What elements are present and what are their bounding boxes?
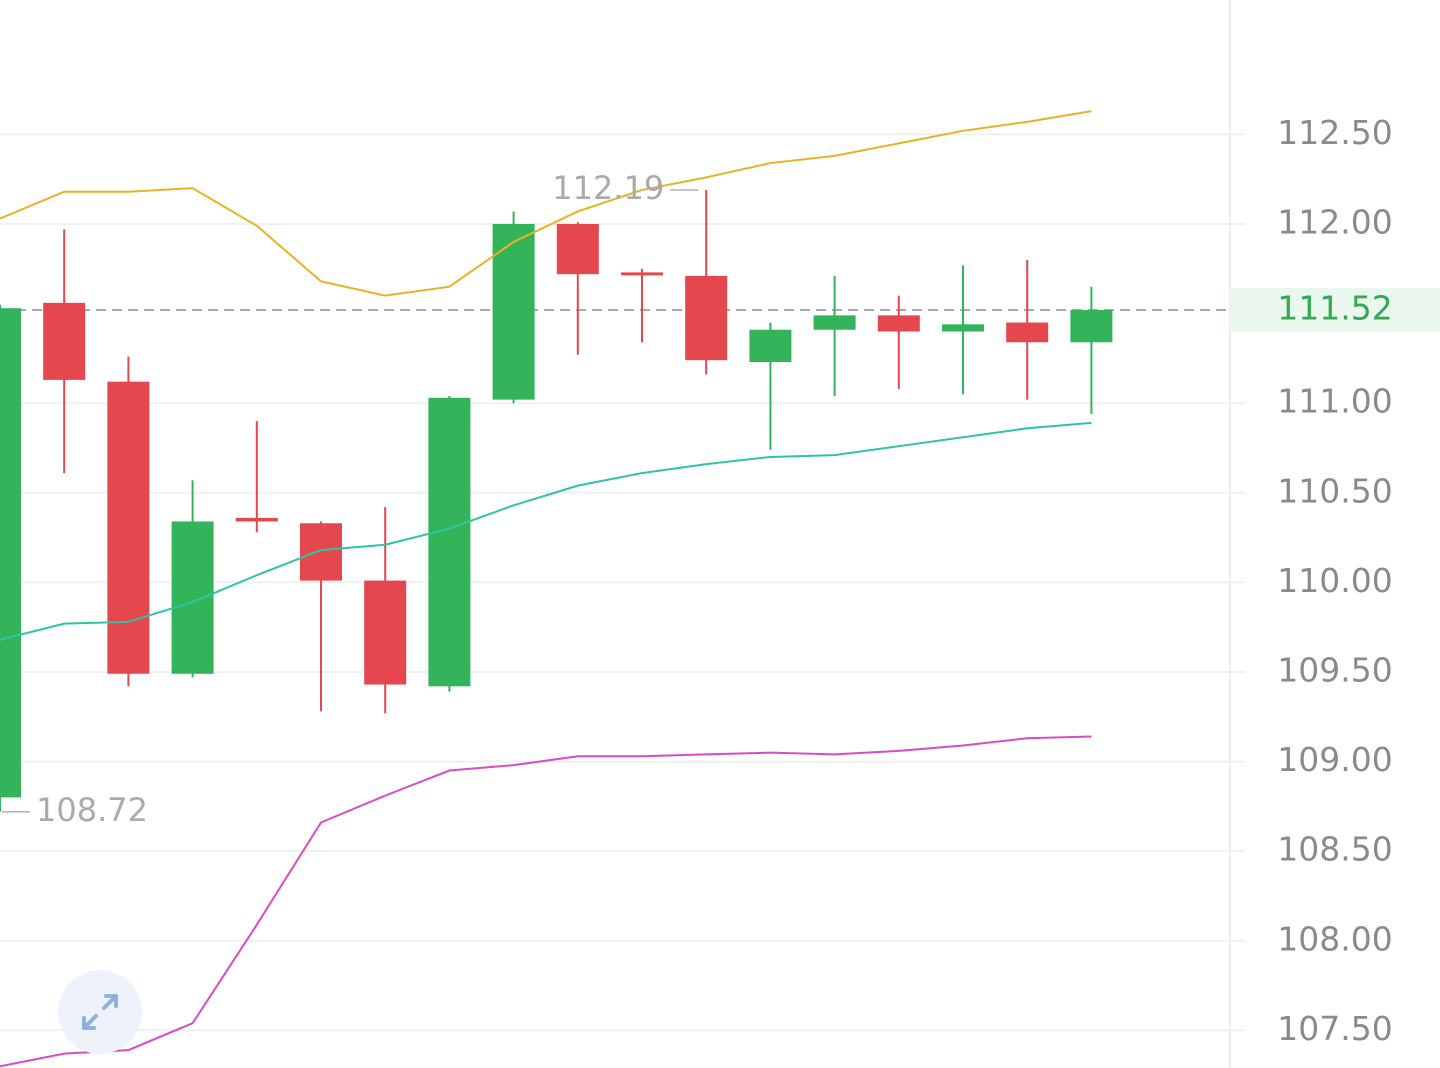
y-tick-label: 109.00: [1277, 740, 1392, 779]
candle-body: [877, 315, 920, 332]
candle-body: [621, 272, 663, 276]
candle-body: [235, 517, 278, 522]
max-label: 112.19: [552, 169, 664, 207]
expand-button-bg: [58, 970, 142, 1054]
candle-body: [428, 397, 471, 687]
y-tick-label: 108.00: [1277, 919, 1392, 958]
y-tick-label: 109.50: [1277, 650, 1392, 689]
expand-icon: [82, 994, 118, 1030]
candle-body: [685, 275, 728, 361]
y-tick-label: 111.00: [1277, 382, 1392, 421]
candle-body: [300, 523, 342, 581]
expand-button[interactable]: [58, 970, 142, 1054]
candle-body: [749, 329, 792, 362]
candle-body: [813, 315, 856, 330]
candle-body: [171, 521, 214, 674]
band-line: [0, 735, 1092, 1068]
candle-body: [1070, 310, 1113, 343]
candle-body: [364, 580, 407, 685]
candle-body: [942, 324, 984, 332]
y-tick-label: 112.50: [1277, 113, 1392, 152]
y-tick-label: 107.50: [1277, 1009, 1392, 1048]
candle-body: [0, 308, 21, 798]
candle-body: [556, 223, 599, 275]
candle-body: [107, 381, 150, 674]
y-tick-label: 110.50: [1277, 471, 1392, 510]
last-price-label: 111.52: [1277, 289, 1392, 328]
candle-body: [43, 302, 86, 380]
y-tick-label: 110.00: [1277, 561, 1392, 600]
min-label: 108.72: [36, 791, 148, 829]
candle-body: [1006, 322, 1049, 343]
band-line: [0, 421, 1092, 641]
last-price-box: [1230, 288, 1440, 333]
y-tick-label: 112.00: [1277, 202, 1392, 241]
candle-body: [492, 223, 535, 400]
band-line: [0, 110, 1092, 297]
y-tick-label: 108.50: [1277, 830, 1392, 869]
